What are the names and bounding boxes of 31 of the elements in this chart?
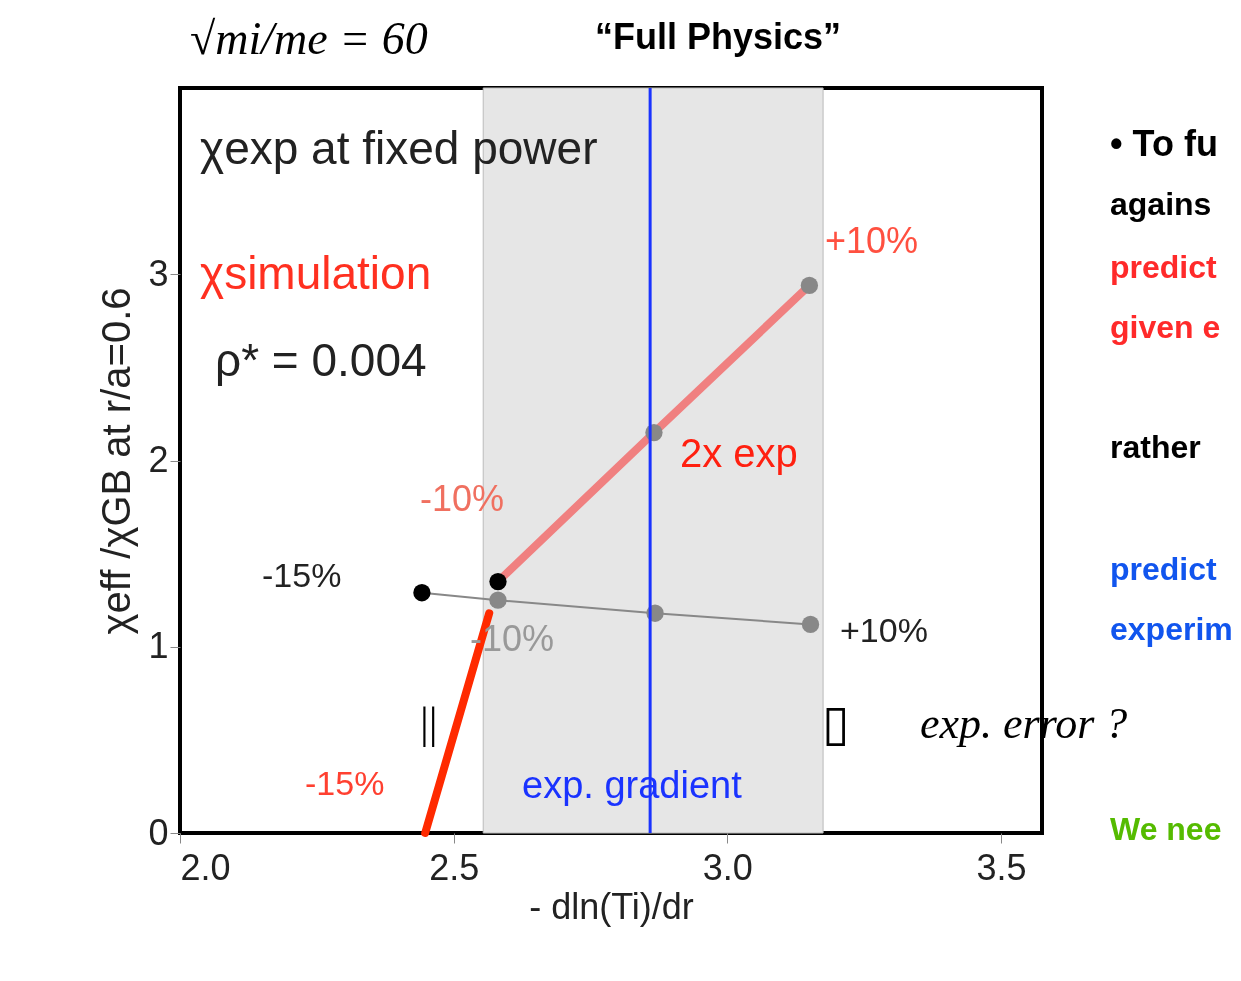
text: agains bbox=[1110, 186, 1212, 222]
annotation: -10% bbox=[420, 478, 505, 519]
x-tick-label: 3.5 bbox=[976, 846, 1027, 888]
chart-title: √mi/me = 60 bbox=[190, 13, 428, 64]
annotation: χexp at fixed power bbox=[200, 122, 598, 174]
text: • To fu bbox=[1110, 123, 1218, 164]
text: rather bbox=[1110, 429, 1201, 465]
text: predict bbox=[1110, 551, 1218, 587]
annotation: || bbox=[420, 699, 438, 748]
y-tick-label: 3 bbox=[148, 252, 169, 294]
annotation: +10% bbox=[840, 611, 928, 649]
x-axis-title: - dln(Ti)/dr bbox=[529, 885, 694, 927]
y-tick-label: 0 bbox=[148, 811, 169, 853]
x-tick-label: 2.5 bbox=[429, 846, 480, 888]
x-tick-label: 2.0 bbox=[180, 846, 231, 888]
annotation: ▯ bbox=[822, 695, 850, 751]
text: We nee bbox=[1110, 811, 1222, 847]
chart-subtitle: “Full Physics” bbox=[595, 16, 842, 57]
annotation: χsimulation bbox=[200, 247, 432, 299]
annotation: -15% bbox=[262, 556, 342, 594]
text: experim bbox=[1110, 611, 1233, 647]
text: given e bbox=[1110, 309, 1221, 345]
y-axis-title: χeff /χGB at r/a=0.6 bbox=[94, 287, 139, 635]
annotation: -15% bbox=[305, 764, 385, 802]
text: predict bbox=[1110, 249, 1218, 285]
annotation: +10% bbox=[825, 220, 919, 261]
annotation: 2x exp bbox=[680, 431, 798, 475]
x-tick-label: 3.0 bbox=[702, 846, 753, 888]
annotation: ρ* = 0.004 bbox=[215, 334, 427, 386]
y-tick-label: 2 bbox=[148, 439, 169, 480]
y-tick-label: 1 bbox=[148, 625, 169, 667]
